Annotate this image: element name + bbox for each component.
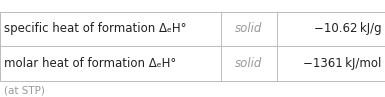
- Text: molar heat of formation ΔₑH°: molar heat of formation ΔₑH°: [4, 57, 176, 70]
- Text: −1361 kJ/mol: −1361 kJ/mol: [303, 57, 381, 70]
- Text: (at STP): (at STP): [4, 85, 45, 95]
- Bar: [0, 12, 385, 81]
- Text: −10.62 kJ/g: −10.62 kJ/g: [313, 22, 381, 35]
- Text: solid: solid: [234, 22, 262, 35]
- Text: specific heat of formation ΔₑH°: specific heat of formation ΔₑH°: [4, 22, 186, 35]
- Text: solid: solid: [234, 57, 262, 70]
